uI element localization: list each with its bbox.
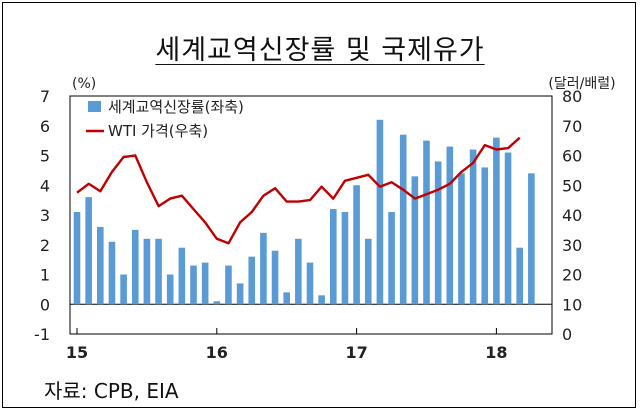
right-tick-label: 20 <box>562 266 582 285</box>
right-tick-label: 70 <box>562 117 582 136</box>
left-tick-label: 5 <box>40 147 50 166</box>
trade-growth-bar <box>528 173 535 305</box>
x-tick-label: 17 <box>345 343 367 362</box>
trade-growth-bar <box>376 119 384 305</box>
right-tick-label: 60 <box>562 147 582 166</box>
trade-growth-bar <box>120 274 127 305</box>
left-tick-label: 6 <box>40 117 50 136</box>
left-tick-label: 1 <box>40 266 50 285</box>
trade-growth-bar <box>97 226 104 305</box>
legend-label-line: WTI 가격(우축) <box>108 122 208 140</box>
left-axis-unit: (%) <box>72 76 96 92</box>
trade-growth-bar <box>411 176 419 305</box>
right-tick-label: 0 <box>562 325 572 344</box>
trade-growth-bar <box>225 265 232 305</box>
trade-growth-bar <box>504 152 512 305</box>
trade-growth-bar <box>330 209 337 305</box>
trade-growth-bar <box>341 212 349 305</box>
right-tick-label: 30 <box>562 236 582 255</box>
right-tick-label: 80 <box>562 87 582 106</box>
legend-label-bar: 세계교역신장률(좌축) <box>108 98 244 116</box>
x-tick-label: 18 <box>485 343 507 362</box>
trade-growth-bar <box>85 197 92 305</box>
trade-growth-bar <box>399 134 407 305</box>
left-tick-label: 7 <box>40 87 50 106</box>
right-tick-label: 10 <box>562 295 582 314</box>
trade-growth-bar <box>423 140 430 305</box>
trade-growth-bar <box>131 229 139 305</box>
left-tick-label: 4 <box>40 176 50 195</box>
x-tick-label: 15 <box>66 343 88 362</box>
trade-growth-bar <box>260 232 267 305</box>
trade-growth-bar <box>318 295 325 305</box>
right-tick-label: 40 <box>562 206 582 225</box>
left-tick-label: 2 <box>40 236 50 255</box>
trade-growth-bar <box>236 283 244 305</box>
trade-growth-bar <box>213 301 221 305</box>
chart-title: 세계교역신장률 및 국제유가 <box>155 35 485 66</box>
legend-swatch-bar <box>88 101 101 112</box>
trade-growth-bar <box>283 292 290 305</box>
source-note: 자료: CPB, EIA <box>44 379 179 403</box>
trade-growth-bar <box>271 250 279 305</box>
trade-growth-bar <box>364 238 372 305</box>
trade-growth-bar <box>306 262 314 305</box>
trade-growth-bar <box>353 185 360 305</box>
right-tick-label: 50 <box>562 176 582 195</box>
trade-growth-bar <box>155 238 162 305</box>
trade-growth-bar <box>434 161 442 305</box>
trade-growth-bar <box>493 137 500 305</box>
trade-growth-bar <box>248 256 256 305</box>
trade-growth-bar <box>446 146 454 305</box>
trade-growth-bar <box>73 212 81 305</box>
left-tick-label: 0 <box>40 295 50 314</box>
trade-growth-bar <box>388 212 395 305</box>
plot-area <box>69 95 553 335</box>
trade-growth-bar <box>108 241 116 305</box>
trade-growth-bar <box>143 238 151 305</box>
trade-growth-bar <box>458 173 465 305</box>
trade-growth-bar <box>481 167 489 305</box>
trade-growth-bar <box>469 149 477 305</box>
trade-growth-bar <box>190 265 197 305</box>
left-tick-label: -1 <box>34 325 50 344</box>
x-tick-label: 16 <box>206 343 228 362</box>
trade-growth-bar <box>166 274 174 305</box>
right-axis-unit: (달러/배럴) <box>548 76 615 92</box>
trade-growth-bar <box>516 247 523 305</box>
trade-growth-bar <box>178 247 186 305</box>
wti-price-line <box>76 136 521 245</box>
trade-growth-bar <box>295 238 302 305</box>
left-tick-label: 3 <box>40 206 50 225</box>
trade-growth-bar <box>201 262 209 305</box>
